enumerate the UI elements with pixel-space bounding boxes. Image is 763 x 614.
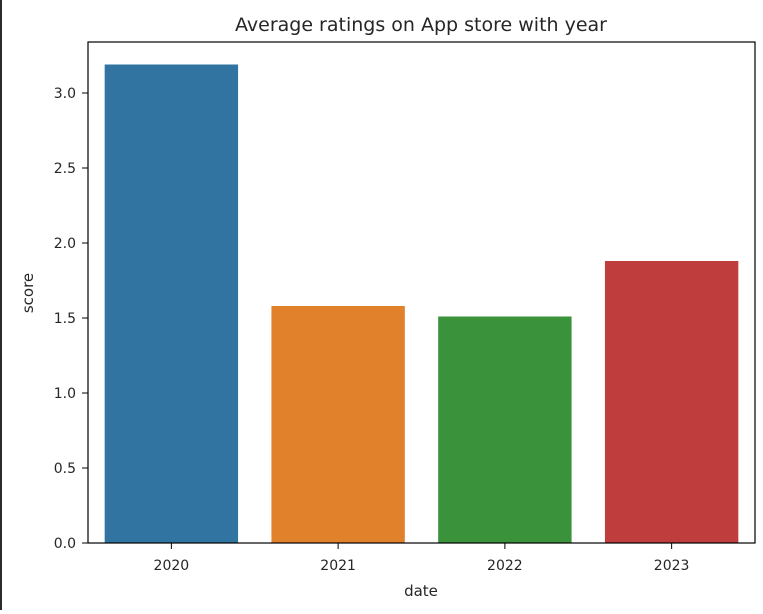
x-tick-label: 2022 xyxy=(487,558,523,574)
bar-2020 xyxy=(104,64,239,543)
y-axis: 0.0 0.5 1.0 1.5 2.0 2.5 3.0 xyxy=(54,86,88,552)
bar-2022 xyxy=(438,316,572,543)
y-tick-label: 0.0 xyxy=(54,536,76,552)
y-tick-label: 0.5 xyxy=(54,461,76,477)
bars-group xyxy=(104,64,739,543)
chart-title: Average ratings on App store with year xyxy=(235,14,607,36)
x-tick-label: 2021 xyxy=(320,558,356,574)
y-tick-label: 1.5 xyxy=(54,311,76,327)
y-tick-label: 3.0 xyxy=(54,86,76,102)
y-tick-label: 1.0 xyxy=(54,386,76,402)
bar-2023 xyxy=(604,261,739,543)
y-axis-label: score xyxy=(19,273,37,313)
x-tick-label: 2023 xyxy=(654,558,690,574)
x-axis: 2020 2021 2022 2023 xyxy=(154,543,690,574)
x-tick-label: 2020 xyxy=(154,558,190,574)
y-tick-label: 2.5 xyxy=(54,161,76,177)
y-tick-label: 2.0 xyxy=(54,236,76,252)
plot-area-frame xyxy=(87,41,756,544)
bar-2021 xyxy=(271,306,405,543)
x-axis-label: date xyxy=(404,582,438,600)
